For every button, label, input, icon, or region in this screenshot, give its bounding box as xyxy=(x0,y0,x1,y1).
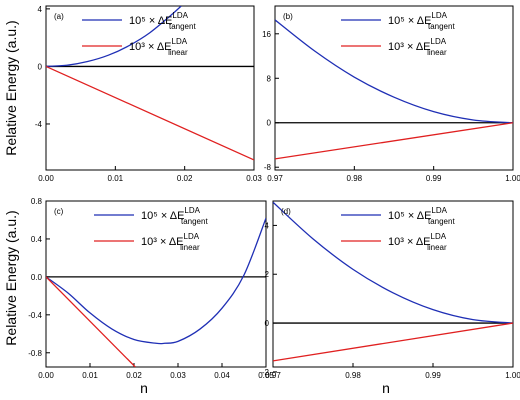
x-tick-label: 0.00 xyxy=(38,174,54,183)
panel-label: (c) xyxy=(54,207,64,216)
legend-label-linear: 10³ × ΔELDA linear xyxy=(388,37,447,57)
chart-panel: 0.97 0.98 0.99 1.00 16 8 0 -8 (b) 10⁵ × ΔELDA tang… xyxy=(262,5,520,183)
y-tick-label: 0 xyxy=(267,119,272,128)
panel-label: (b) xyxy=(283,12,293,21)
y-tick-label: 0.8 xyxy=(31,197,43,206)
legend: 10⁵ × ΔELDA tangent 10³ × ΔELDA linear xyxy=(94,206,208,252)
x-tick-label: 0.01 xyxy=(82,371,98,380)
x-tick-label: 0.00 xyxy=(38,371,54,380)
legend: 10⁵ × ΔELDA tangent 10³ × ΔELDA linear xyxy=(341,11,455,57)
series-line-linear xyxy=(275,122,513,160)
series-line-tangent xyxy=(46,6,182,68)
legend-label-linear: 10³ × ΔELDA linear xyxy=(141,232,200,252)
chart-panel: 0.00 0.01 0.02 0.03 4 0 -4 (a) 10⁵ × ΔELDA tangen… xyxy=(35,5,262,183)
series-line-tangent xyxy=(46,217,266,345)
legend-label-tangent: 10⁵ × ΔELDA tangent xyxy=(388,11,455,31)
plot-frame xyxy=(272,200,514,368)
x-tick-label: 0.03 xyxy=(246,174,262,183)
x-tick-label: 0.99 xyxy=(425,371,441,380)
chart-panel: 0.97 0.98 0.99 1.00 4 2 0 -2 (d) 10⁵ × ΔELDA tange… xyxy=(262,200,520,380)
y-tick-label: 0 xyxy=(38,62,43,71)
y-tick-label: 4 xyxy=(38,5,43,14)
y-tick-label: 0.0 xyxy=(31,273,43,282)
x-tick-label: 0.97 xyxy=(265,371,281,380)
y-tick-label: -4 xyxy=(35,120,43,129)
x-axis-title-right: n xyxy=(382,380,390,396)
chart-panel: 0.00 0.01 0.02 0.03 0.04 0.05 0.8 0.4 0.0 -0.4 -0.… xyxy=(28,197,274,380)
legend-label-linear: 10³ × ΔELDA linear xyxy=(388,232,447,252)
legend: 10⁵ × ΔELDA tangent 10³ × ΔELDA linear xyxy=(82,11,196,57)
panel-label: (a) xyxy=(54,12,64,21)
y-tick-label: 0 xyxy=(265,319,270,328)
y-axis-title-bottom: Relative Energy (a.u.) xyxy=(3,210,19,345)
y-tick-label: 4 xyxy=(265,221,270,230)
plot-frame xyxy=(274,5,514,171)
x-tick-label: 0.01 xyxy=(108,174,124,183)
series-line-linear xyxy=(273,322,513,362)
legend-label-tangent: 10⁵ × ΔELDA tangent xyxy=(141,206,208,226)
x-tick-label: 0.97 xyxy=(267,174,283,183)
panel-label: (d) xyxy=(281,207,291,216)
series-line-linear xyxy=(46,65,254,161)
series-line-tangent xyxy=(275,19,513,124)
x-tick-label: 0.02 xyxy=(177,174,193,183)
legend-label-tangent: 10⁵ × ΔELDA tangent xyxy=(129,11,196,31)
y-tick-label: -0.8 xyxy=(28,349,42,358)
y-tick-label: -2 xyxy=(262,368,270,377)
x-tick-label: 0.03 xyxy=(170,371,186,380)
plot-frame xyxy=(45,200,267,368)
legend: 10⁵ × ΔELDA tangent 10³ × ΔELDA linear xyxy=(341,206,455,252)
x-tick-label: 0.99 xyxy=(426,174,442,183)
y-axis-title-top: Relative Energy (a.u.) xyxy=(3,20,19,155)
x-tick-label: 0.98 xyxy=(345,371,361,380)
plot-frame xyxy=(45,5,255,171)
x-tick-label: 0.02 xyxy=(126,371,142,380)
x-tick-label: 0.98 xyxy=(347,174,363,183)
x-axis-title-left: n xyxy=(140,380,148,396)
legend-label-linear: 10³ × ΔELDA linear xyxy=(129,37,188,57)
series-line-linear xyxy=(46,276,136,367)
series-line-tangent xyxy=(273,201,513,324)
y-tick-label: 8 xyxy=(267,74,272,83)
y-tick-label: 16 xyxy=(262,30,271,39)
x-tick-label: 1.00 xyxy=(505,371,520,380)
y-tick-label: -0.4 xyxy=(28,311,42,320)
legend-label-tangent: 10⁵ × ΔELDA tangent xyxy=(388,206,455,226)
y-tick-label: -8 xyxy=(264,163,272,172)
y-tick-label: 0.4 xyxy=(31,235,43,244)
x-tick-label: 0.05 xyxy=(258,371,274,380)
y-tick-label: 2 xyxy=(265,270,270,279)
x-tick-label: 1.00 xyxy=(505,174,520,183)
x-tick-label: 0.04 xyxy=(214,371,230,380)
